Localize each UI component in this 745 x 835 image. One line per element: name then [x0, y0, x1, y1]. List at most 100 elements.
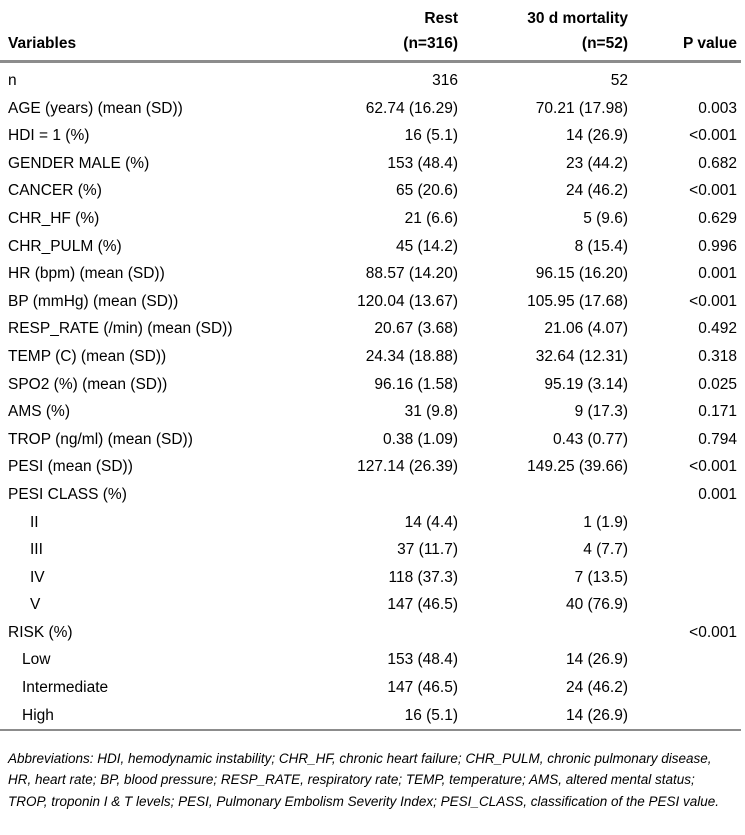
rest-value: 88.57 (14.20)	[365, 265, 458, 283]
header-p-value: P value	[632, 6, 741, 63]
row-label: AMS (%)	[8, 403, 70, 421]
rest-value: 21 (6.6)	[404, 209, 458, 227]
mortality-value: 14 (26.9)	[565, 127, 628, 145]
mortality-value: 96.15 (16.20)	[535, 265, 628, 283]
rest-value: 65 (20.6)	[395, 182, 458, 200]
table-row: V 147 (46.5) 40 (76.9)	[0, 591, 741, 619]
table-row: IV 118 (37.3) 7 (13.5)	[0, 564, 741, 592]
rest-value: 153 (48.4)	[387, 154, 458, 172]
table-row: PESI (mean (SD)) 127.14 (26.39) 149.25 (39…	[0, 453, 741, 481]
row-label: II	[30, 513, 39, 531]
p-value: 0.682	[698, 154, 737, 172]
p-value	[632, 536, 741, 564]
table-row: III 37 (11.7) 4 (7.7)	[0, 536, 741, 564]
p-value: <0.001	[689, 458, 737, 476]
rest-value: 153 (48.4)	[387, 651, 458, 669]
table-row: HR (bpm) (mean (SD)) 88.57 (14.20) 96.15 (…	[0, 260, 741, 288]
p-value	[632, 674, 741, 702]
row-label: HDI = 1 (%)	[8, 127, 90, 145]
row-label: RISK (%)	[8, 623, 73, 641]
rest-value: 24.34 (18.88)	[365, 347, 458, 365]
p-value	[632, 564, 741, 592]
mortality-value: 4 (7.7)	[583, 541, 628, 559]
rest-value: 20.67 (3.68)	[374, 320, 458, 338]
table-row: HDI = 1 (%) 16 (5.1) 14 (26.9) <0.001	[0, 122, 741, 150]
mortality-value: 95.19 (3.14)	[544, 375, 628, 393]
rest-value: 14 (4.4)	[404, 513, 458, 531]
table-row: AGE (years) (mean (SD)) 62.74 (16.29) 70.2…	[0, 95, 741, 123]
table-row: TEMP (C) (mean (SD)) 24.34 (18.88) 32.64 (…	[0, 343, 741, 371]
mortality-value: 24 (46.2)	[565, 679, 628, 697]
mortality-value: 21.06 (4.07)	[544, 320, 628, 338]
table-body: n 316 52 AGE (years) (mean (SD)) 62.74 (16.2…	[0, 62, 741, 732]
table-row: II 14 (4.4) 1 (1.9)	[0, 509, 741, 537]
rest-value: 147 (46.5)	[387, 679, 458, 697]
p-value	[632, 62, 741, 95]
table-row: High 16 (5.1) 14 (26.9)	[0, 701, 741, 732]
rest-value: 31 (9.8)	[404, 403, 458, 421]
mortality-value: 9 (17.3)	[574, 403, 628, 421]
p-value: <0.001	[689, 127, 737, 145]
table-row: CHR_PULM (%) 45 (14.2) 8 (15.4) 0.996	[0, 233, 741, 261]
table-row: RISK (%) <0.001	[0, 619, 741, 647]
row-label: CANCER (%)	[8, 182, 102, 200]
mortality-value	[462, 619, 632, 647]
row-label: High	[0, 701, 300, 732]
p-value	[632, 646, 741, 674]
p-value: 0.492	[698, 320, 737, 338]
p-value: <0.001	[689, 292, 737, 310]
mortality-value: 7 (13.5)	[574, 568, 628, 586]
rest-value	[300, 619, 462, 647]
rest-value: 147 (46.5)	[387, 596, 458, 614]
mortality-value: 32.64 (12.31)	[535, 347, 628, 365]
row-label: III	[30, 541, 43, 559]
mortality-value	[462, 481, 632, 509]
row-label: TROP (ng/ml) (mean (SD))	[8, 430, 193, 448]
mortality-value: 14 (26.9)	[565, 651, 628, 669]
table-row: GENDER MALE (%) 153 (48.4) 23 (44.2) 0.682	[0, 150, 741, 178]
mortality-value: 8 (15.4)	[574, 237, 628, 255]
rest-value	[300, 481, 462, 509]
abbreviations-footnote: Abbreviations: HDI, hemodynamic instabil…	[8, 751, 720, 809]
table-row: CANCER (%) 65 (20.6) 24 (46.2) <0.001	[0, 177, 741, 205]
mortality-value: 40 (76.9)	[565, 596, 628, 614]
row-label: PESI (mean (SD))	[8, 458, 133, 476]
p-value: 0.794	[698, 430, 737, 448]
p-value: 0.025	[698, 375, 737, 393]
row-label: BP (mmHg) (mean (SD))	[8, 292, 179, 310]
mortality-table: Variables Rest (n=316) 30 d mortality (n…	[0, 6, 741, 732]
rest-value: 96.16 (1.58)	[374, 375, 458, 393]
mortality-value: 70.21 (17.98)	[535, 99, 628, 117]
row-label: Intermediate	[22, 679, 109, 697]
table-row: PESI CLASS (%) 0.001	[0, 481, 741, 509]
table-row: Intermediate 147 (46.5) 24 (46.2)	[0, 674, 741, 702]
rest-value: 16 (5.1)	[404, 127, 458, 145]
header-mortality-line1: 30 d mortality	[527, 10, 628, 27]
table-row: SPO2 (%) (mean (SD)) 96.16 (1.58) 95.19 (3…	[0, 371, 741, 399]
row-label: CHR_PULM (%)	[8, 237, 122, 255]
rest-value: 316	[432, 72, 458, 89]
rest-value: 37 (11.7)	[397, 541, 458, 559]
rest-value: 62.74 (16.29)	[365, 99, 458, 117]
rest-value: 16 (5.1)	[300, 701, 462, 732]
header-mortality-line2: (n=52)	[581, 35, 628, 52]
mortality-value: 1 (1.9)	[583, 513, 628, 531]
table-row: TROP (ng/ml) (mean (SD)) 0.38 (1.09) 0.43 …	[0, 426, 741, 454]
rest-value: 127.14 (26.39)	[357, 458, 458, 476]
mortality-value: 23 (44.2)	[565, 154, 628, 172]
row-label: SPO2 (%) (mean (SD))	[8, 375, 168, 393]
p-value	[632, 591, 741, 619]
table-row: BP (mmHg) (mean (SD)) 120.04 (13.67) 105.9…	[0, 288, 741, 316]
mortality-value: 149.25 (39.66)	[527, 458, 628, 476]
rest-value: 45 (14.2)	[395, 237, 458, 255]
p-value: 0.171	[698, 403, 737, 421]
row-label: IV	[30, 568, 45, 586]
p-value: 0.318	[698, 347, 737, 365]
table-row: AMS (%) 31 (9.8) 9 (17.3) 0.171	[0, 398, 741, 426]
p-value: 0.001	[698, 265, 737, 283]
mortality-value: 24 (46.2)	[565, 182, 628, 200]
header-rest-line1: Rest	[424, 10, 458, 27]
row-label: AGE (years) (mean (SD))	[8, 99, 183, 117]
p-value: 0.996	[698, 237, 737, 255]
